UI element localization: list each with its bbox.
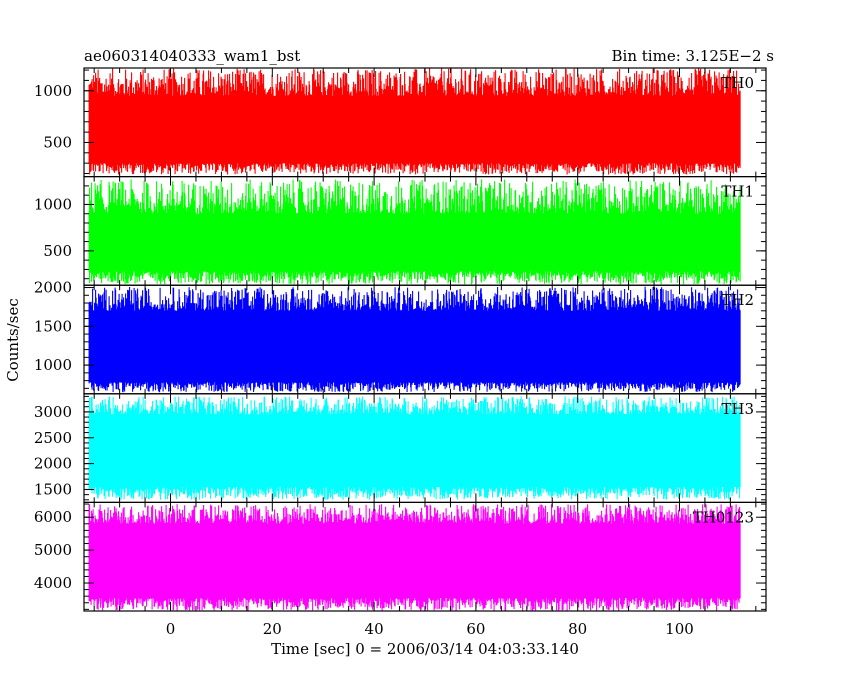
bin-time-label: Bin time: 3.125E−2 s — [612, 47, 774, 65]
x-tick-label: 60 — [466, 620, 485, 638]
y-tick-label: 2000 — [34, 279, 72, 297]
y-tick-label: 1000 — [34, 195, 72, 213]
y-tick-label: 1500 — [34, 317, 72, 335]
series-th1-trace — [88, 179, 741, 285]
series-th2-trace — [88, 286, 741, 393]
y-tick-label: 1000 — [34, 82, 72, 100]
y-tick-label: 2500 — [34, 429, 72, 447]
series-th3-trace — [88, 396, 741, 500]
panel-name-th2: TH2 — [721, 291, 754, 309]
y-tick-label: 2000 — [34, 455, 72, 473]
x-tick-label: 40 — [365, 620, 384, 638]
panel-name-th0: TH0 — [721, 74, 754, 92]
x-tick-label: 0 — [166, 620, 176, 638]
x-tick-label: 100 — [665, 620, 694, 638]
y-tick-label: 1000 — [34, 356, 72, 374]
y-tick-label: 500 — [43, 133, 72, 151]
x-axis-label: Time [sec] 0 = 2006/03/14 04:03:33.140 — [271, 640, 579, 658]
x-tick-label: 20 — [263, 620, 282, 638]
y-tick-label: 3000 — [34, 403, 72, 421]
y-tick-label: 1500 — [34, 480, 72, 498]
file-label: ae060314040333_wam1_bst — [84, 47, 300, 65]
y-tick-label: 500 — [43, 242, 72, 260]
y-tick-label: 4000 — [34, 574, 72, 592]
panel-name-th1: TH1 — [721, 183, 754, 201]
x-tick-label: 80 — [568, 620, 587, 638]
series-th0-trace — [88, 68, 741, 175]
series-th0123-trace — [88, 504, 741, 611]
y-axis-label: Counts/sec — [4, 298, 22, 382]
panel-name-th3: TH3 — [721, 400, 754, 418]
panel-name-th0123: TH0123 — [693, 508, 754, 526]
y-tick-label: 6000 — [34, 508, 72, 526]
y-tick-label: 5000 — [34, 541, 72, 559]
